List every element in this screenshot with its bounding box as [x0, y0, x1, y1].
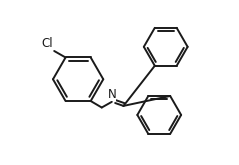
Text: N: N: [107, 88, 116, 100]
Text: Cl: Cl: [42, 37, 53, 50]
